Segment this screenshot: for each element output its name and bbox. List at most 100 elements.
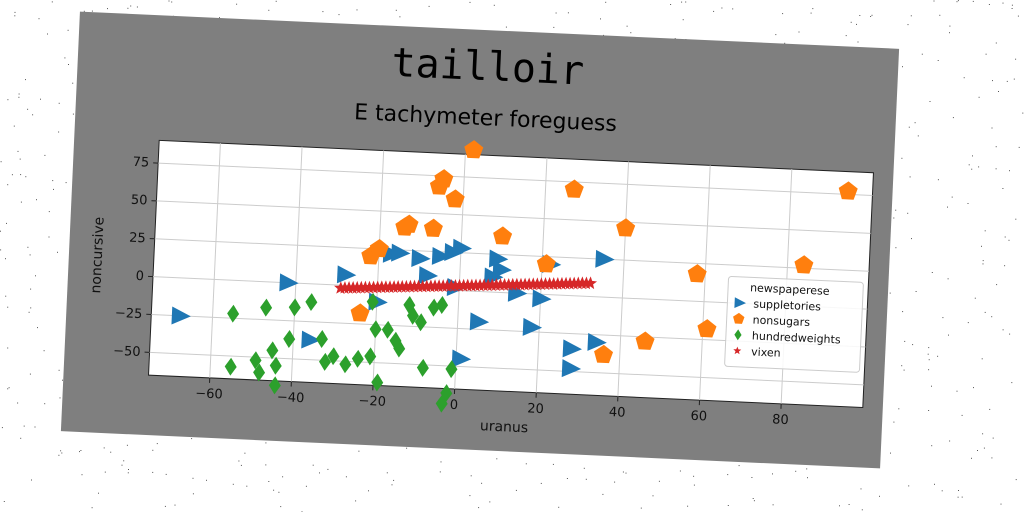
speckle-dot (282, 476, 283, 477)
speckle-dot (947, 207, 948, 208)
speckle-dot (928, 354, 929, 355)
speckle-dot (1009, 334, 1010, 335)
speckle-dot (908, 485, 909, 486)
speckle-dot (541, 483, 542, 484)
speckle-dot (14, 15, 15, 16)
figure-canvas: tailloir E tachymeter foreguess −60 −40 −2… (61, 12, 899, 469)
speckle-dot (993, 438, 994, 439)
speckle-dot (929, 359, 930, 360)
speckle-dot (355, 500, 356, 501)
speckle-dot (152, 472, 153, 473)
speckle-dot (44, 350, 45, 351)
speckle-dot (339, 14, 340, 15)
speckle-dot (958, 0, 959, 1)
speckle-dot (1009, 170, 1010, 171)
speckle-dot (991, 457, 992, 458)
speckle-dot (977, 450, 978, 451)
speckle-dot (553, 464, 554, 465)
speckle-dot (626, 473, 627, 474)
speckle-dot (1012, 5, 1013, 6)
speckle-dot (728, 505, 729, 506)
speckle-dot (20, 438, 21, 439)
speckle-dot (15, 12, 16, 13)
speckle-dot (157, 443, 158, 444)
speckle-dot (996, 43, 997, 44)
speckle-dot (727, 474, 728, 475)
speckle-dot (773, 504, 774, 505)
speckle-dot (470, 2, 471, 3)
speckle-dot (879, 496, 880, 497)
speckle-dot (928, 369, 929, 370)
speckle-dot (902, 66, 903, 67)
speckle-dot (957, 391, 958, 392)
speckle-dot (49, 211, 50, 212)
speckle-dot (1018, 16, 1019, 17)
speckle-dot (1005, 237, 1006, 238)
speckle-dot (902, 311, 903, 312)
speckle-dot (20, 159, 21, 160)
speckle-dot (890, 293, 891, 294)
speckle-dot (981, 246, 982, 247)
speckle-dot (915, 122, 916, 123)
speckle-dot (1, 161, 2, 162)
speckle-dot (128, 469, 129, 470)
speckle-dot (165, 506, 166, 507)
speckle-dot (998, 91, 999, 92)
speckle-dot (938, 60, 939, 61)
speckle-dot (942, 490, 943, 491)
speckle-dot (273, 490, 274, 491)
speckle-dot (862, 509, 863, 510)
speckle-dot (985, 312, 986, 313)
speckle-dot (52, 1, 53, 2)
speckle-dot (1003, 329, 1004, 330)
speckle-dot (441, 461, 442, 462)
speckle-dot (59, 103, 60, 104)
speckle-dot (12, 174, 13, 175)
speckle-dot (957, 1, 958, 2)
x-tick-label: 40 (609, 405, 626, 421)
speckle-dot (928, 410, 929, 411)
speckle-dot (27, 109, 28, 110)
speckle-dot (851, 22, 852, 23)
speckle-dot (934, 1, 935, 2)
speckle-dot (66, 182, 67, 183)
speckle-dot (5, 296, 6, 297)
speckle-dot (567, 478, 568, 479)
speckle-dot (928, 347, 929, 348)
speckle-dot (233, 484, 234, 485)
speckle-dot (558, 507, 559, 508)
speckle-dot (807, 477, 808, 478)
speckle-dot (1015, 219, 1016, 220)
x-tick-label: 0 (449, 398, 458, 413)
speckle-dot (128, 472, 129, 473)
speckle-dot (18, 151, 19, 152)
speckle-dot (872, 15, 873, 16)
speckle-dot (20, 174, 21, 175)
speckle-dot (526, 463, 527, 464)
speckle-dot (193, 493, 194, 494)
speckle-dot (992, 128, 993, 129)
speckle-dot (429, 6, 430, 7)
speckle-dot (971, 458, 972, 459)
speckle-dot (916, 291, 917, 292)
speckle-dot (659, 481, 660, 482)
speckle-dot (911, 238, 912, 239)
speckle-dot (244, 453, 245, 454)
speckle-dot (30, 289, 31, 290)
speckle-dot (313, 465, 314, 466)
speckle-dot (934, 484, 935, 485)
speckle-dot (948, 278, 949, 279)
speckle-dot (908, 24, 909, 25)
speckle-dot (972, 155, 973, 156)
speckle-dot (680, 471, 681, 472)
speckle-dot (909, 127, 910, 128)
speckle-dot (278, 492, 279, 493)
speckle-dot (996, 284, 997, 285)
speckle-dot (73, 114, 74, 115)
speckle-dot (973, 1, 974, 2)
speckle-dot (586, 479, 587, 480)
speckle-dot (516, 490, 517, 491)
speckle-dot (64, 57, 65, 58)
speckle-dot (14, 126, 15, 127)
speckle-dot (996, 146, 997, 147)
